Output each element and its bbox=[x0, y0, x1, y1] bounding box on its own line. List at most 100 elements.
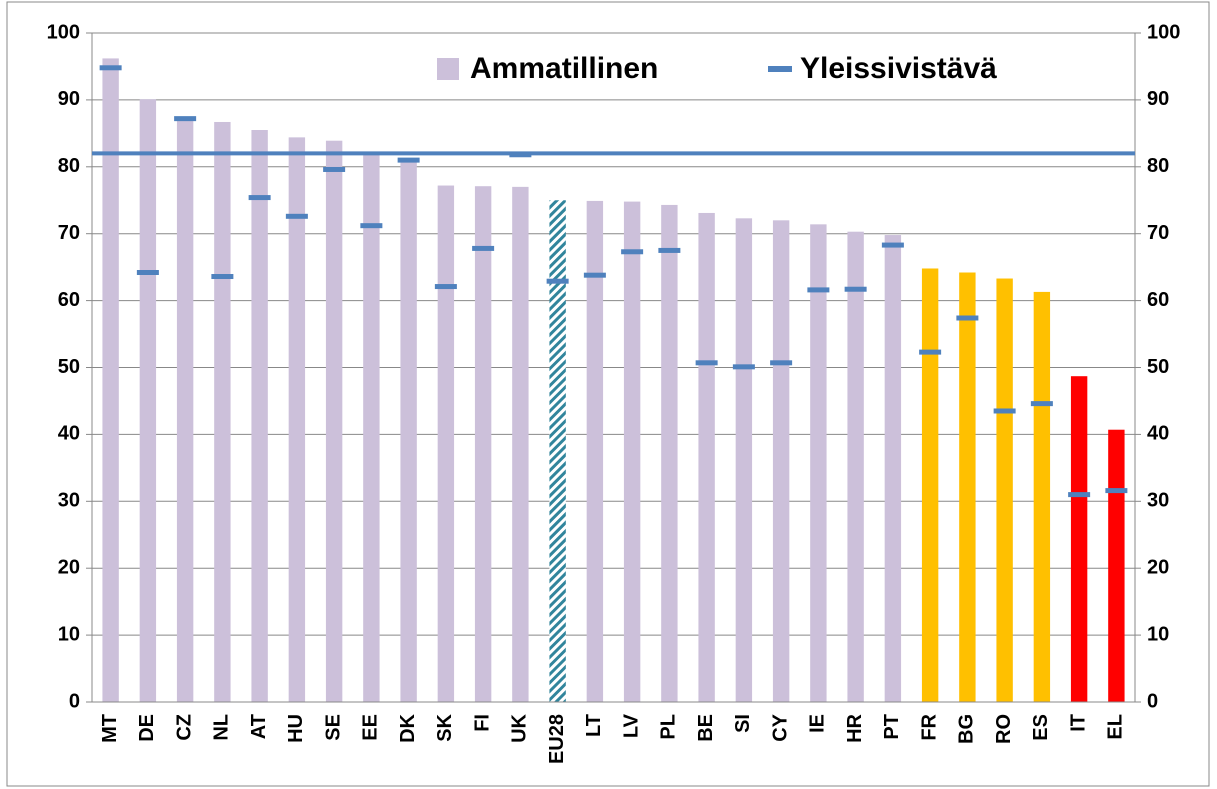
dash-marker bbox=[211, 274, 234, 280]
bar bbox=[1070, 376, 1088, 702]
legend-label: Ammatillinen bbox=[470, 52, 658, 85]
y2-tick-label: 50 bbox=[1147, 356, 1169, 378]
y-tick-label: 80 bbox=[58, 155, 80, 177]
dash-marker bbox=[807, 287, 830, 293]
bar bbox=[549, 200, 566, 702]
bar bbox=[176, 116, 194, 702]
dash-marker bbox=[1030, 401, 1053, 407]
y-tick-label: 90 bbox=[58, 88, 80, 110]
bar bbox=[772, 220, 790, 702]
x-tick-label: NL bbox=[211, 714, 233, 741]
dash-marker bbox=[472, 245, 495, 251]
x-tick-label: SI bbox=[732, 714, 754, 733]
dash-marker bbox=[323, 166, 346, 172]
x-tick-label: FR bbox=[918, 713, 940, 740]
y-tick-label: 60 bbox=[58, 289, 80, 311]
bar bbox=[847, 231, 864, 702]
dash-marker bbox=[546, 278, 569, 284]
dash-marker bbox=[360, 223, 383, 229]
x-tick-label: DE bbox=[136, 714, 158, 742]
y-tick-label: 40 bbox=[58, 423, 80, 445]
bar bbox=[1033, 291, 1051, 702]
dash-marker bbox=[583, 272, 606, 278]
bar bbox=[512, 186, 529, 702]
dash-marker bbox=[993, 408, 1016, 414]
dash-marker bbox=[956, 315, 979, 321]
bar bbox=[102, 58, 119, 703]
bar bbox=[1108, 429, 1125, 702]
legend-swatch bbox=[437, 58, 459, 80]
dash-marker bbox=[621, 249, 644, 255]
x-tick-label: ES bbox=[1030, 714, 1052, 741]
dash-marker bbox=[1068, 492, 1091, 498]
bar bbox=[288, 137, 306, 702]
dash-marker bbox=[844, 286, 867, 292]
x-tick-label: UK bbox=[509, 713, 531, 742]
bar bbox=[139, 99, 157, 702]
x-tick-label: AT bbox=[248, 714, 270, 739]
dash-marker bbox=[285, 213, 308, 219]
bar bbox=[921, 268, 939, 702]
y2-tick-label: 40 bbox=[1147, 423, 1169, 445]
x-tick-label: EE bbox=[360, 714, 382, 741]
dash-marker bbox=[919, 349, 942, 355]
x-tick-label: CZ bbox=[173, 714, 195, 741]
x-tick-label: LV bbox=[620, 713, 642, 738]
bar bbox=[996, 278, 1013, 702]
dash-marker bbox=[770, 360, 793, 366]
dash-marker bbox=[881, 242, 904, 248]
bar bbox=[959, 272, 976, 702]
dash-marker bbox=[174, 116, 197, 122]
dash-marker bbox=[695, 360, 718, 366]
bar bbox=[474, 186, 492, 703]
x-tick-label: EL bbox=[1105, 714, 1127, 740]
x-tick-label: SE bbox=[322, 714, 344, 741]
dash-marker bbox=[434, 284, 457, 290]
x-tick-label: BE bbox=[695, 714, 717, 742]
y-tick-label: 20 bbox=[58, 556, 80, 578]
bar bbox=[251, 130, 268, 702]
x-tick-label: MT bbox=[99, 714, 121, 743]
bar bbox=[586, 200, 604, 702]
y-tick-label: 100 bbox=[47, 21, 80, 43]
dash-marker bbox=[397, 157, 420, 163]
y2-tick-label: 70 bbox=[1147, 222, 1169, 244]
y-tick-label: 30 bbox=[58, 490, 80, 512]
bar bbox=[661, 204, 678, 703]
y2-tick-label: 0 bbox=[1147, 690, 1158, 712]
dash-marker bbox=[248, 195, 271, 201]
bar bbox=[810, 224, 827, 703]
x-tick-label: PT bbox=[881, 714, 903, 740]
y2-tick-label: 20 bbox=[1147, 556, 1169, 578]
y-tick-label: 10 bbox=[58, 623, 80, 645]
y2-tick-label: 60 bbox=[1147, 289, 1169, 311]
y2-tick-label: 100 bbox=[1147, 21, 1180, 43]
dash-marker bbox=[509, 152, 532, 158]
bar bbox=[437, 185, 455, 703]
y2-tick-label: 90 bbox=[1147, 88, 1169, 110]
x-tick-label: SK bbox=[434, 713, 456, 741]
dash-marker bbox=[99, 65, 122, 71]
y2-tick-label: 10 bbox=[1147, 623, 1169, 645]
dash-marker bbox=[658, 247, 681, 253]
x-tick-label: LT bbox=[583, 714, 605, 737]
bar bbox=[884, 235, 902, 702]
y-tick-label: 0 bbox=[69, 690, 80, 712]
x-tick-label: PL bbox=[658, 714, 680, 740]
x-tick-label: CY bbox=[769, 713, 791, 741]
dash-marker bbox=[136, 270, 159, 276]
dash-marker bbox=[732, 364, 755, 370]
legend-label: Yleissivistävä bbox=[800, 52, 997, 85]
y-tick-label: 70 bbox=[58, 222, 80, 244]
legend-swatch bbox=[768, 66, 792, 72]
chart-frame bbox=[6, 1, 1210, 787]
x-tick-label: BG bbox=[956, 714, 978, 744]
bar bbox=[623, 201, 641, 702]
x-tick-label: RO bbox=[993, 714, 1015, 744]
bar bbox=[735, 218, 753, 703]
dash-marker bbox=[1105, 488, 1128, 494]
x-tick-label: DK bbox=[397, 713, 419, 742]
bar bbox=[214, 121, 231, 703]
y-tick-label: 50 bbox=[58, 356, 80, 378]
